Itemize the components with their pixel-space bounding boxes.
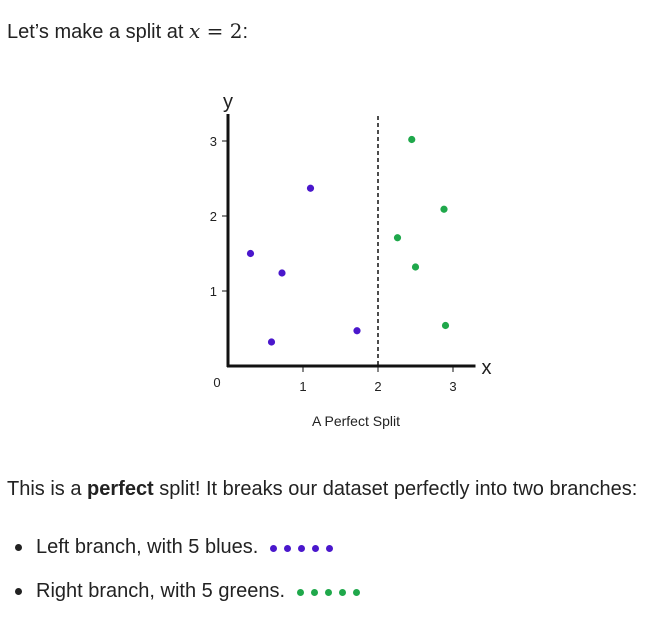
- summary-before: This is a: [7, 478, 88, 500]
- green-dot-icon: [324, 589, 332, 597]
- math-number: 2: [229, 19, 243, 43]
- intro-prefix: Let’s make a split at: [7, 21, 189, 43]
- bullet-icon: [15, 588, 22, 595]
- scatter-chart: 1 2 3 1 2 3 0 y x A Perfect Split: [190, 92, 500, 440]
- blue-point: [246, 249, 255, 258]
- axes-layer: 1 2 3 1 2 3 0 y x: [210, 92, 492, 394]
- points-layer: [246, 135, 450, 346]
- blue-point: [353, 327, 361, 335]
- branch-text-right: Right branch, with 5 greens.: [36, 580, 286, 602]
- green-point: [393, 234, 402, 242]
- green-point: [408, 135, 416, 144]
- blue-dot-icon: [269, 545, 277, 553]
- blue-point: [306, 184, 315, 192]
- blue-dots: [269, 533, 340, 559]
- branch-text-left: Left branch, with 5 blues.: [36, 536, 259, 558]
- math-operator: =: [200, 19, 230, 43]
- green-point: [411, 263, 420, 271]
- green-point: [441, 321, 450, 330]
- summary-text: This is a perfect split! It breaks our d…: [7, 476, 637, 502]
- y-axis-label: y: [223, 92, 233, 113]
- blue-point: [267, 338, 276, 346]
- green-dot-icon: [352, 589, 360, 597]
- branch-list: Left branch, with 5 blues. Right branch,…: [12, 534, 367, 622]
- green-dot-icon: [310, 589, 318, 597]
- list-item-left-branch: Left branch, with 5 blues.: [12, 534, 367, 560]
- x-tick-label: 2: [374, 379, 381, 394]
- list-item-right-branch: Right branch, with 5 greens.: [12, 578, 367, 604]
- summary-bold: perfect: [87, 478, 154, 500]
- green-dot-icon: [338, 589, 346, 597]
- y-tick-label: 2: [210, 209, 217, 224]
- origin-label: 0: [213, 375, 220, 390]
- intro-suffix: :: [242, 21, 249, 43]
- blue-point: [278, 269, 286, 277]
- chart-svg: 1 2 3 1 2 3 0 y x: [210, 92, 492, 394]
- y-tick-label: 3: [210, 134, 217, 149]
- math-variable: x: [188, 19, 201, 43]
- y-tick-label: 1: [210, 284, 217, 299]
- green-dots: [296, 577, 367, 603]
- bullet-icon: [15, 544, 22, 551]
- green-dot-icon: [296, 589, 304, 597]
- x-tick-label: 3: [449, 379, 456, 394]
- blue-dot-icon: [297, 545, 305, 553]
- blue-dot-icon: [325, 545, 333, 553]
- green-point: [440, 205, 448, 213]
- chart-caption: A Perfect Split: [312, 413, 400, 429]
- x-axis-label: x: [482, 357, 492, 379]
- blue-dot-icon: [283, 545, 291, 553]
- x-tick-label: 1: [299, 379, 306, 394]
- blue-dot-icon: [311, 545, 319, 553]
- summary-after: split! It breaks our dataset perfectly i…: [153, 478, 638, 500]
- intro-text: Let’s make a split at x = 2:: [7, 18, 248, 45]
